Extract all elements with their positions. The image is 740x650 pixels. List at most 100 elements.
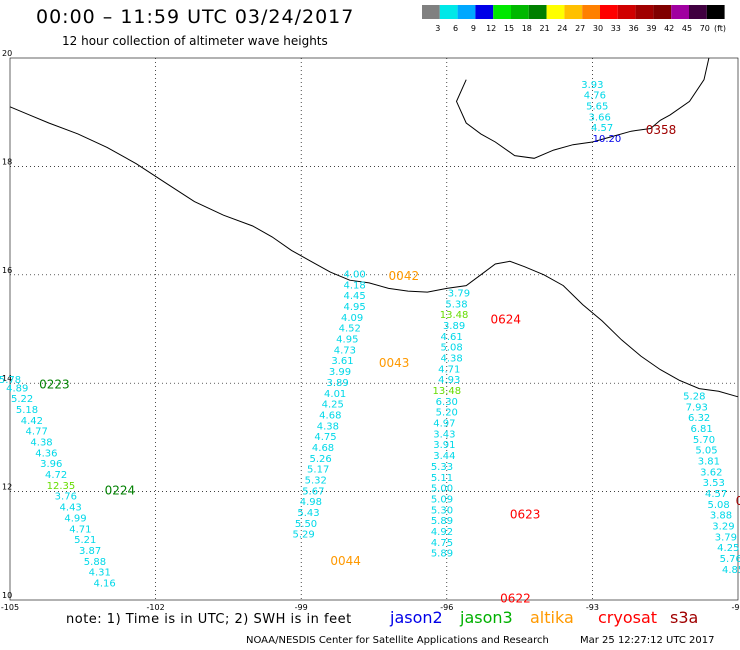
scale-swatch — [582, 5, 600, 19]
swh-value: 5.21 — [74, 535, 96, 546]
lat-tick-label: 18 — [2, 157, 12, 166]
swh-value: 12.35 — [47, 481, 76, 492]
swh-value: 4.97 — [433, 419, 455, 430]
map-subtitle: 12 hour collection of altimeter wave hei… — [62, 34, 328, 48]
scale-swatch — [600, 5, 618, 19]
swh-value: 6.32 — [688, 413, 710, 424]
map-frame — [9, 57, 739, 601]
legend-s3a: s3a — [670, 608, 699, 627]
swh-value: 5.29 — [292, 530, 314, 541]
lat-tick-label: 20 — [2, 49, 12, 58]
swh-value: 4.52 — [339, 324, 361, 335]
swh-value: 3.99 — [329, 367, 351, 378]
scale-unit: (ft) — [714, 24, 726, 33]
swh-value: 4.57 — [705, 489, 727, 500]
swh-value: 3.61 — [331, 356, 353, 367]
legend-altika: altika — [530, 608, 574, 627]
swh-value: 3.91 — [433, 440, 455, 451]
swh-value: 4.77 — [26, 427, 48, 438]
lon-tick-label: -102 — [147, 603, 165, 612]
credit-line: NOAA/NESDIS Center for Satellite Applica… — [246, 635, 549, 646]
swh-value: 3.87 — [79, 546, 101, 557]
pass-label: 0224 — [105, 483, 136, 497]
swh-value: 5.09 — [431, 494, 453, 505]
swh-value: 4.98 — [300, 497, 322, 508]
scale-label: 39 — [646, 24, 656, 33]
pass-label: 0042 — [389, 269, 420, 283]
scale-swatch — [546, 5, 565, 19]
swh-value: 5.78 — [0, 375, 21, 386]
swh-value: 5.50 — [295, 519, 317, 530]
swh-value: 5.22 — [11, 394, 33, 405]
pass-label: 0 — [736, 494, 740, 508]
swh-value: 4.95 — [336, 335, 358, 346]
swh-value: 6.30 — [436, 397, 458, 408]
scale-label: 15 — [504, 24, 514, 33]
scale-swatch — [706, 5, 725, 19]
lat-tick-label: 14 — [2, 374, 12, 383]
swh-value: 4.43 — [60, 503, 82, 514]
scale-swatch — [635, 5, 654, 19]
swh-value: 4.38 — [317, 421, 339, 432]
scale-swatch — [439, 5, 458, 19]
swh-value: 5.20 — [436, 408, 458, 419]
swh-value: 5.67 — [302, 486, 324, 497]
pass-label: 0624 — [490, 313, 521, 327]
scale-label: 21 — [540, 24, 550, 33]
swh-value: 4.18 — [343, 280, 365, 291]
swh-value: 4.68 — [319, 410, 341, 421]
swh-value: 5.11 — [431, 473, 453, 484]
scale-swatch — [653, 5, 672, 19]
swh-value: 4.36 — [35, 448, 57, 459]
scale-swatch — [493, 5, 511, 19]
swh-value: 4.38 — [30, 438, 52, 449]
swh-value: 3.79 — [715, 532, 737, 543]
altimeter-map: -105 -102 -99 -96 -93 -90 20 18 16 14 12 10 5.784.89… — [0, 49, 740, 612]
swh-value: 4.45 — [343, 291, 365, 302]
scale-label: 6 — [453, 24, 458, 33]
swh-value: 4.42 — [21, 416, 43, 427]
swh-value: 7.93 — [686, 402, 708, 413]
swh-value: 4.25 — [717, 543, 739, 554]
swh-value: 4.71 — [69, 524, 91, 535]
pass-label: 0044 — [330, 554, 361, 568]
lon-tick-label: -99 — [295, 603, 308, 612]
scale-label: 36 — [629, 24, 639, 33]
generated-timestamp: Mar 25 12:27:12 UTC 2017 — [580, 635, 715, 646]
swh-value: 5.08 — [441, 343, 463, 354]
swh-value: 4.16 — [94, 578, 116, 589]
scale-swatch — [422, 5, 440, 19]
swh-value: 3.76 — [55, 492, 77, 503]
swh-value: 5.76 — [720, 554, 740, 565]
swh-value: 4.57 — [591, 123, 613, 134]
scale-label: 9 — [471, 24, 476, 33]
swh-value: 4.00 — [343, 270, 365, 281]
scale-label: 30 — [593, 24, 603, 33]
swh-value: 5.26 — [309, 454, 331, 465]
swh-value: 4.95 — [343, 302, 365, 313]
swh-value: 4.25 — [322, 400, 344, 411]
swh-value: 3.88 — [710, 511, 732, 522]
scale-swatch — [528, 5, 547, 19]
pass-label: 0622 — [500, 592, 531, 606]
swh-value: 5.05 — [695, 446, 717, 457]
scale-label: 70 — [700, 24, 710, 33]
lon-tick-label: -93 — [586, 603, 599, 612]
swh-value: 5.08 — [707, 500, 729, 511]
lat-tick-label: 16 — [2, 266, 12, 275]
lat-tick-label: 10 — [2, 591, 12, 600]
swh-value: 5.33 — [431, 462, 453, 473]
scale-swatch — [671, 5, 689, 19]
swh-value: 4.75 — [431, 538, 453, 549]
scale-label: 27 — [575, 24, 585, 33]
legend-cryosat: cryosat — [598, 608, 658, 627]
scale-label: 45 — [682, 24, 692, 33]
swh-value: 5.17 — [307, 465, 329, 476]
swh-value: 5.00 — [431, 484, 453, 495]
swh-value: 5.30 — [431, 505, 453, 516]
swh-value: 3.62 — [700, 467, 722, 478]
color-scale: 3 6 9 12 15 18 21 24 27 30 33 36 39 42 45 70 (ft) — [422, 5, 726, 33]
swh-value: 3.81 — [698, 457, 720, 468]
lon-tick-label: -90 — [731, 603, 740, 612]
swh-value: 3.44 — [433, 451, 455, 462]
